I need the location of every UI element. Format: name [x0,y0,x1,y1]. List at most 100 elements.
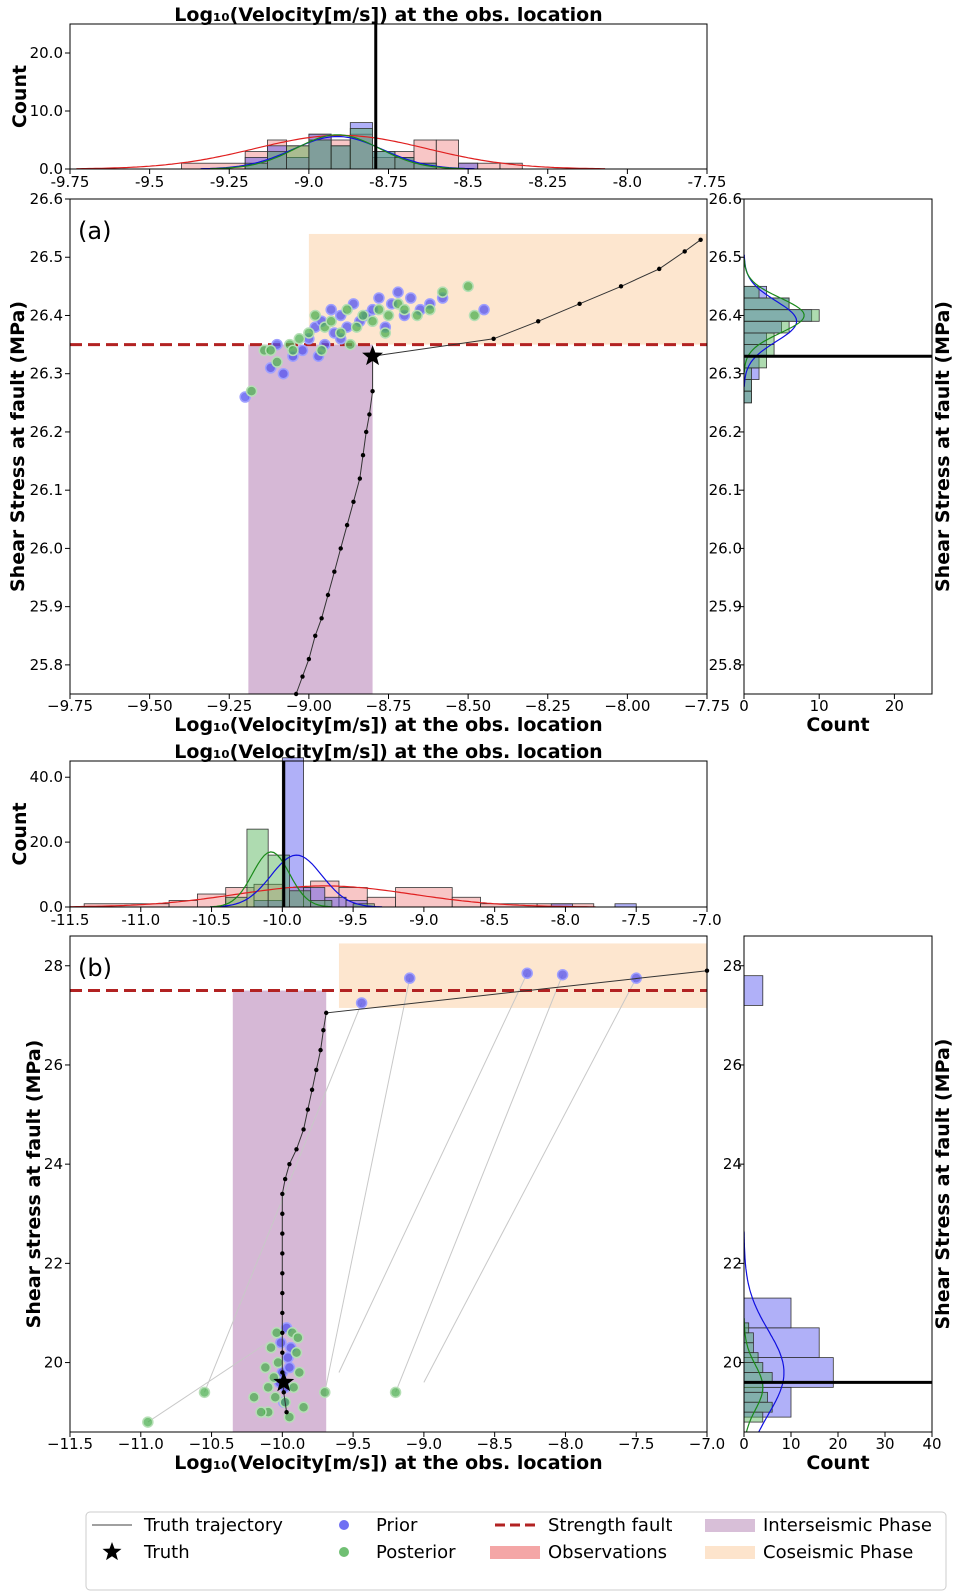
y-tick-label: 25.9 [30,598,63,616]
histogram-bar [349,127,373,170]
x-tick-label: 10 [810,697,829,715]
posterior-point [303,327,315,339]
x-tick-label: −9.0 [406,1435,442,1453]
trajectory-point [281,1390,286,1395]
prior-point [283,1361,296,1374]
x-axis-label: Log₁₀(Velocity[m/s]) at the obs. locatio… [174,1452,602,1474]
posterior-point [269,1391,282,1404]
posterior-point [319,1386,331,1399]
trajectory-point [657,266,662,272]
y-tick-label: 26 [44,1056,63,1074]
y-axis-label: Count [9,65,31,128]
panel-label: (a) [78,217,111,245]
prior-point [355,997,368,1009]
kde-curve [743,258,805,373]
posterior-point [468,309,481,322]
histogram-bar [286,145,310,170]
truth-marker [362,345,383,366]
x-tick-label: −9.50 [127,697,173,715]
posterior-point [389,1386,402,1399]
y-tick-label: 25.9 [709,598,742,616]
trajectory-point [284,1409,289,1415]
posterior-point [292,1332,304,1344]
x-tick-label: -8.0 [551,911,580,929]
trajectory-point [364,429,369,435]
y-tick-label: 26.5 [709,248,742,266]
trajectory-point [280,1290,285,1296]
histogram-bar [743,1362,764,1373]
x-tick-label: -9.0 [409,911,438,929]
trajectory-point [324,1010,329,1016]
trajectory-point [698,237,703,242]
a_top_hist-frame [69,23,708,170]
y-tick-label: 25.8 [709,656,742,674]
ensemble-link [338,972,528,1373]
trajectory-point [325,592,331,598]
x-tick-label: 20 [885,697,904,715]
x-tick-label: -11.5 [51,911,90,929]
posterior-point [262,1381,274,1394]
x-tick-label: −9.00 [286,697,332,715]
trajectory-point [332,569,337,574]
trajectory-point [301,1127,306,1132]
prior-point [405,292,417,304]
legend-dot-key [339,1547,349,1557]
x-tick-label: 0 [739,1435,749,1453]
x-axis-label: Log₁₀(Velocity[m/s]) at the obs. locatio… [174,714,602,736]
x-tick-label: -8.5 [453,173,482,191]
y-tick-label: 40.0 [30,768,63,786]
prior-point [556,968,569,981]
trajectory-point [294,1147,299,1152]
ensemble-link [204,1002,363,1393]
posterior-point [398,303,411,316]
histogram-bar [477,162,501,170]
histogram-bar [743,1327,820,1358]
posterior-point [411,309,423,322]
y-tick-label: 20.0 [30,44,63,62]
prior-point [521,967,533,979]
y-axis-label: Shear Stress at fault (MPa) [932,1038,954,1329]
y-tick-label: 26.4 [30,306,63,324]
b_main-group: −11.5 −11.0 −10.5 −10.0 −9.5 −9.0 −8.5 −8.0 −7.5… [23,943,725,1474]
legend-patch-key [705,1519,755,1532]
posterior-point [245,385,258,397]
y-axis-label: Count [9,802,31,865]
posterior-point [382,309,395,322]
truth-trajectory [281,970,708,1413]
legend-label: Truth trajectory [143,1515,283,1536]
posterior-point [259,1361,272,1374]
legend-dot-key [339,1520,349,1530]
y-tick-label: 25.8 [30,656,63,674]
y-tick-label: 28 [44,957,63,975]
trajectory-point [491,336,496,341]
posterior-point [325,315,337,328]
y-tick-label: 26.4 [709,306,742,324]
ensemble-link [395,974,564,1393]
histogram-bar [308,139,332,170]
trajectory-point [577,301,582,307]
x-axis-label: Count [806,1452,869,1474]
y-tick-label: 28 [723,957,742,975]
histogram-bar [435,139,459,170]
histogram-bar [743,1297,792,1329]
y-tick-label: 24 [723,1155,742,1173]
histogram-bar [743,390,752,404]
posterior-point [424,303,436,316]
y-axis-label: Shear Stress at fault (MPa) [7,301,29,592]
posterior-point [287,344,299,357]
legend-patch-key [705,1546,755,1559]
x-tick-label: −11.5 [47,1435,93,1453]
histogram-bar [395,887,453,908]
x-tick-label: -9.25 [210,173,249,191]
legend-patch-key [490,1546,540,1559]
x-tick-label: -9.0 [294,173,323,191]
truth-marker [102,1542,122,1561]
posterior-point [344,338,357,351]
y-tick-label: 26.0 [709,539,742,557]
b_top_hist-group: -11.5 -11.0 -10.5 -10.0 -9.5 -9.0 -8.5 -8.0 -7.5… [9,741,722,929]
prior-point [275,1336,287,1349]
posterior-point [293,1366,306,1379]
hist-title: Log₁₀(Velocity[m/s]) at the obs. locatio… [174,4,602,26]
legend-label: Strength fault [548,1515,672,1536]
x-tick-label: −7.5 [618,1435,654,1453]
